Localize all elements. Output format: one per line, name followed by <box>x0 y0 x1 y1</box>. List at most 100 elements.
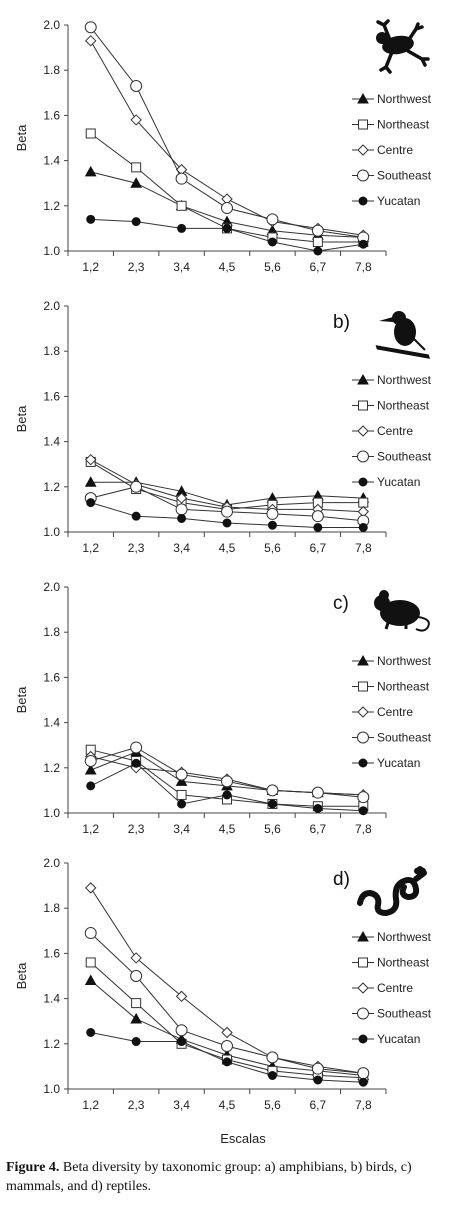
data-point <box>85 35 97 47</box>
series-southeast <box>84 741 370 804</box>
x-tick-label: 2,3 <box>128 822 145 836</box>
y-tick-label: 1.2 <box>43 199 60 213</box>
data-point <box>311 1062 324 1075</box>
data-point <box>131 758 141 768</box>
legend-label: Northwest <box>377 654 432 668</box>
data-point <box>267 520 277 530</box>
data-point <box>175 1024 188 1037</box>
legend-marker <box>358 119 368 130</box>
x-tick-label: 2,3 <box>128 541 145 555</box>
data-point <box>311 786 324 799</box>
data-point <box>267 799 277 809</box>
chart-panel-3: 1.0 1.2 1.4 1.6 1.8 2.0 1,2 2,3 3,4 4,5 5,6 6,7 7,8 B… <box>14 580 432 836</box>
y-tick-label: 1.6 <box>43 389 60 403</box>
y-tick-label: 1.8 <box>43 63 60 77</box>
legend-entry-centre: Centre <box>352 981 413 995</box>
x-tick-label: 7,8 <box>355 1098 372 1112</box>
legend-entry-northeast: Northeast <box>352 118 430 132</box>
data-point <box>222 1057 232 1067</box>
data-point <box>177 513 187 523</box>
y-axis-label: Beta <box>14 962 29 990</box>
data-point <box>86 498 96 508</box>
mouse-icon <box>374 590 430 632</box>
data-point <box>222 223 232 233</box>
legend-marker <box>357 92 369 104</box>
x-tick-label: 4,5 <box>219 822 236 836</box>
data-point <box>130 114 142 126</box>
chart-panel-2: 1.0 1.2 1.4 1.6 1.8 2.0 1,2 2,3 3,4 4,5 5,6 6,7 7,8 B… <box>14 299 432 555</box>
y-tick-label: 1.0 <box>43 244 60 258</box>
data-point <box>130 480 143 493</box>
legend-marker <box>357 144 369 156</box>
legend-label: Northeast <box>377 956 430 970</box>
caption-label: Figure 4. <box>6 1160 60 1175</box>
legend-marker <box>357 169 369 182</box>
y-tick-label: 1.0 <box>43 525 60 539</box>
x-tick-label: 3,4 <box>173 1098 190 1112</box>
series-southeast <box>84 21 370 244</box>
data-point <box>86 214 96 224</box>
legend-entry-yucatan: Yucatan <box>352 1032 420 1046</box>
data-point <box>311 510 324 523</box>
legend-entry-northwest: Northwest <box>352 930 432 944</box>
data-point <box>311 224 324 237</box>
data-point <box>221 505 233 518</box>
legend-entry-centre: Centre <box>352 705 413 719</box>
data-point <box>175 503 188 516</box>
legend: Northwest Northeast Centre Southeast Yucatan <box>352 930 432 1046</box>
y-tick-label: 1.6 <box>43 670 60 684</box>
y-axis-label: Beta <box>14 405 29 433</box>
legend-label: Northeast <box>377 399 430 413</box>
x-tick-label: 2,3 <box>128 1098 145 1112</box>
legend-label: Yucatan <box>377 1032 420 1046</box>
y-tick-label: 2.0 <box>43 856 60 870</box>
data-point <box>130 952 142 964</box>
data-point <box>131 162 142 173</box>
legend-entry-northwest: Northwest <box>352 92 432 106</box>
data-point <box>84 165 97 177</box>
data-point <box>131 511 141 521</box>
data-point <box>86 781 96 791</box>
data-point <box>266 507 279 520</box>
legend-marker <box>357 930 369 942</box>
x-tick-label: 6,7 <box>310 260 327 274</box>
legend-label: Yucatan <box>377 194 420 208</box>
x-axis-title: Escalas <box>220 1131 266 1146</box>
legend-label: Northwest <box>377 373 432 387</box>
data-point <box>312 236 323 247</box>
legend-entry-centre: Centre <box>352 143 413 157</box>
data-point <box>221 775 233 788</box>
legend-label: Southeast <box>377 731 432 745</box>
data-point <box>358 522 368 532</box>
y-tick-label: 1.4 <box>43 154 60 168</box>
legend-marker <box>357 706 369 718</box>
legend-label: Centre <box>377 424 413 438</box>
series-yucatan <box>86 1028 368 1087</box>
legend-entry-southeast: Southeast <box>352 450 432 464</box>
data-point <box>358 806 368 816</box>
chart-panel-1: 1.0 1.2 1.4 1.6 1.8 2.0 1,2 2,3 3,4 4,5 5,6 6,7 7,8 B… <box>14 18 432 274</box>
x-tick-label: 1,2 <box>82 260 99 274</box>
legend-marker <box>358 758 368 768</box>
x-tick-label: 4,5 <box>219 260 236 274</box>
y-tick-label: 1.0 <box>43 806 60 820</box>
y-tick-label: 1.4 <box>43 716 60 730</box>
legend-label: Centre <box>377 143 413 157</box>
data-point <box>176 789 187 800</box>
y-tick-label: 1.4 <box>43 992 60 1006</box>
data-point <box>130 80 143 93</box>
data-point <box>177 223 187 233</box>
series-yucatan <box>86 214 368 256</box>
data-point <box>266 213 279 226</box>
legend-entry-southeast: Southeast <box>352 169 432 183</box>
data-point <box>84 927 97 940</box>
x-tick-label: 7,8 <box>355 260 372 274</box>
data-point <box>131 1037 141 1047</box>
y-tick-label: 1.6 <box>43 946 60 960</box>
x-tick-label: 3,4 <box>173 822 190 836</box>
panel-label: d) <box>333 869 350 890</box>
series-southeast <box>84 927 370 1080</box>
legend-marker <box>357 450 369 463</box>
legend-marker <box>357 1007 369 1020</box>
